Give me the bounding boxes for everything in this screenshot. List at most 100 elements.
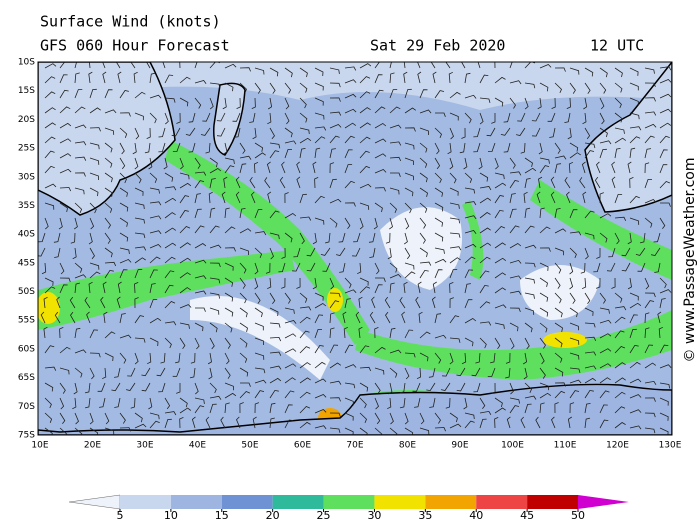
wind-barb (134, 315, 145, 324)
wind-barb (584, 127, 591, 140)
wind-barb (209, 244, 222, 249)
wind-barb (509, 157, 516, 169)
wind-barb (164, 256, 176, 264)
wind-barb (464, 230, 477, 234)
wind-barb (284, 232, 293, 243)
wind-barb (491, 113, 496, 124)
wind-barb (657, 311, 662, 324)
wind-barb (342, 311, 347, 324)
wind-barb (171, 127, 181, 137)
lat-label: 60S (18, 344, 35, 354)
wind-barb (569, 262, 574, 275)
wind-barb (434, 352, 442, 364)
wind-barb (164, 301, 176, 309)
wind-barb (284, 390, 295, 399)
wind-barb (195, 307, 206, 312)
wind-barb (509, 80, 522, 85)
wind-barb (59, 277, 71, 283)
wind-barb (554, 322, 563, 332)
wind-barb (374, 187, 386, 192)
wind-barb (434, 313, 442, 324)
wind-barb (119, 427, 131, 432)
wind-barb (614, 406, 626, 414)
wind-barb (494, 287, 506, 294)
wind-barb (194, 243, 207, 249)
wind-barb (418, 311, 423, 324)
wind-barb (239, 82, 247, 94)
wind-barb (74, 124, 87, 129)
wind-barb (524, 403, 532, 414)
wind-barb (509, 307, 521, 313)
wind-barb (208, 367, 213, 380)
wind-barb (344, 382, 356, 389)
wind-barb (509, 208, 517, 219)
wind-barb (449, 297, 454, 309)
wind-barb (554, 277, 561, 289)
antarctica (38, 383, 672, 435)
wind-barb (434, 142, 440, 155)
wind-barb (296, 176, 301, 189)
wind-barb (509, 243, 522, 249)
wind-barb (554, 337, 563, 348)
wind-barb (479, 74, 489, 84)
lat-label: 15S (18, 86, 35, 96)
wind-barb (224, 226, 236, 234)
wind-barb (524, 277, 535, 284)
wind-barb (59, 168, 72, 174)
wind-barb (44, 136, 56, 144)
wind-barb (119, 313, 126, 324)
wind-barb (43, 296, 48, 309)
wind-barb (448, 71, 453, 84)
wind-barb (102, 367, 107, 380)
wind-barb (389, 156, 402, 162)
wind-barb (74, 141, 87, 146)
colorbar-segment (221, 495, 273, 509)
wind-barb (134, 246, 147, 251)
wind-barb (644, 427, 656, 434)
wind-barb (584, 377, 597, 384)
wind-barb (56, 296, 61, 309)
wind-barb (329, 82, 341, 88)
wind-barb (461, 352, 467, 365)
wind-barb (89, 127, 101, 132)
colorbar-label: 35 (418, 509, 432, 522)
wind-barb (389, 62, 392, 69)
wind-barb (419, 127, 429, 136)
wind-barb (251, 97, 256, 109)
wind-barb (164, 227, 177, 234)
wind-barb (449, 172, 457, 184)
wind-barb (314, 67, 324, 77)
wind-barb (44, 217, 49, 230)
wind-barb (554, 262, 562, 274)
wind-barb (359, 150, 370, 159)
wind-barb (59, 397, 65, 410)
wind-barb (569, 390, 580, 399)
lat-label: 75S (18, 431, 35, 441)
wind-barb (404, 187, 414, 197)
wind-barb (149, 112, 157, 124)
wind-barb (205, 142, 211, 154)
wind-barb (414, 397, 421, 408)
wind-barb (355, 311, 361, 324)
wind-barb (202, 112, 211, 122)
wind-barb (435, 112, 446, 117)
wind-barb (59, 346, 71, 354)
wind-barb (74, 187, 85, 195)
wind-barb (551, 97, 556, 109)
wind-barb (269, 247, 274, 260)
wind-barb (520, 416, 526, 429)
wind-barb (659, 277, 667, 289)
wind-barb (74, 262, 83, 273)
wind-barb (389, 124, 402, 129)
wind-barb (44, 165, 55, 174)
wind-barb (239, 337, 248, 348)
wind-barb (194, 259, 207, 264)
wind-barb (593, 262, 601, 273)
wind-barb (490, 352, 496, 364)
wind-barb (374, 123, 387, 129)
wind-barb (599, 419, 609, 429)
wind-barb (188, 142, 196, 153)
wind-barb (194, 322, 204, 332)
wind-barb (115, 62, 121, 69)
wind-barb (329, 277, 335, 290)
